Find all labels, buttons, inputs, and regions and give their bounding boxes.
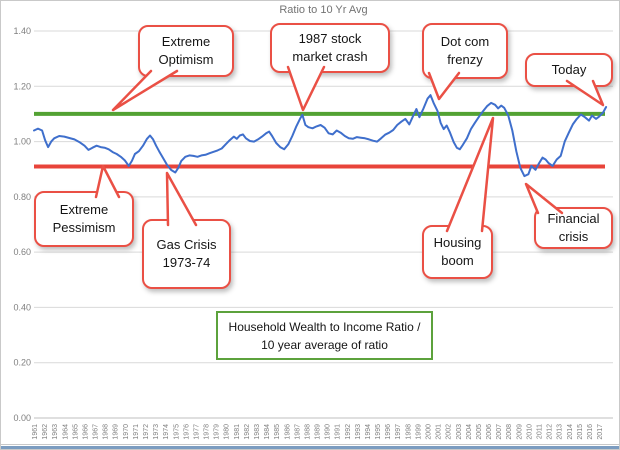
x-tick-label: 1968 bbox=[103, 424, 110, 440]
chart-title: Ratio to 10 Yr Avg bbox=[279, 4, 368, 16]
x-tick-label: 1986 bbox=[284, 424, 291, 440]
y-tick-label: 0.60 bbox=[13, 247, 31, 257]
callout-text-line: Extreme bbox=[161, 34, 211, 49]
callout-gas-crisis: Gas Crisis 1973-74 bbox=[142, 219, 231, 289]
x-tick-label: 2002 bbox=[446, 424, 453, 440]
x-tick-label: 2008 bbox=[506, 424, 513, 440]
x-tick-label: 2009 bbox=[516, 424, 523, 440]
x-tick-label: 1972 bbox=[143, 424, 150, 440]
callout-text-line: Optimism bbox=[158, 52, 214, 67]
x-tick-label: 1987 bbox=[294, 424, 301, 440]
x-tick-label: 1973 bbox=[153, 424, 160, 440]
callout-dot-com: Dot com frenzy bbox=[422, 23, 508, 79]
x-tick-label: 1962 bbox=[42, 424, 49, 440]
callout-financial-crisis: Financial crisis bbox=[534, 207, 613, 249]
series-label-box: Household Wealth to Income Ratio / 10 ye… bbox=[216, 311, 433, 360]
x-tick-label: 1965 bbox=[72, 424, 79, 440]
series-label-line: Household Wealth to Income Ratio / bbox=[228, 319, 421, 334]
x-tick-label: 1998 bbox=[405, 424, 412, 440]
x-tick-label: 1999 bbox=[415, 424, 422, 440]
callout-extreme-optimism: Extreme Optimism bbox=[138, 25, 234, 77]
x-tick-label: 1980 bbox=[224, 424, 231, 440]
callout-extreme-pessimism: Extreme Pessimism bbox=[34, 191, 134, 247]
series-label-line: 10 year average of ratio bbox=[261, 337, 388, 352]
callout-text-line: Extreme bbox=[59, 202, 109, 217]
callout-text-line: crisis bbox=[558, 229, 589, 244]
x-tick-label: 1996 bbox=[385, 424, 392, 440]
callout-today: Today bbox=[525, 53, 613, 87]
callout-text-line: Gas Crisis bbox=[156, 237, 217, 252]
callout-text-line: Today bbox=[551, 62, 587, 77]
callout-housing-boom: Housing boom bbox=[422, 225, 493, 279]
y-tick-label: 1.00 bbox=[13, 137, 31, 147]
x-tick-label: 1969 bbox=[113, 424, 120, 440]
x-tick-label: 1979 bbox=[214, 424, 221, 440]
x-tick-label: 1964 bbox=[62, 424, 69, 440]
callout-text-line: Housing bbox=[433, 235, 482, 250]
x-tick-label: 1967 bbox=[93, 424, 100, 440]
x-tick-label: 1961 bbox=[32, 424, 39, 440]
x-tick-label: 1991 bbox=[335, 424, 342, 440]
callout-text-line: Dot com bbox=[440, 34, 490, 49]
y-tick-label: 0.00 bbox=[13, 413, 31, 423]
x-tick-label: 1970 bbox=[123, 424, 130, 440]
x-tick-label: 1975 bbox=[173, 424, 180, 440]
x-tick-label: 1977 bbox=[193, 424, 200, 440]
callout-text-line: Pessimism bbox=[52, 220, 116, 235]
ratio-series-line bbox=[33, 94, 608, 178]
x-tick-label: 1988 bbox=[304, 424, 311, 440]
x-tick-label: 2005 bbox=[476, 424, 483, 440]
x-tick-label: 2016 bbox=[587, 424, 594, 440]
y-tick-label: 0.80 bbox=[13, 192, 31, 202]
x-tick-label: 1976 bbox=[183, 424, 190, 440]
x-tick-label: 2007 bbox=[496, 424, 503, 440]
x-tick-label: 1966 bbox=[82, 424, 89, 440]
x-tick-label: 1989 bbox=[315, 424, 322, 440]
x-tick-label: 1993 bbox=[355, 424, 362, 440]
x-tick-label: 2004 bbox=[466, 424, 473, 440]
callout-1987-crash: 1987 stock market crash bbox=[270, 23, 390, 73]
x-tick-label: 1982 bbox=[244, 424, 251, 440]
x-tick-label: 2013 bbox=[557, 424, 564, 440]
x-tick-label: 2010 bbox=[526, 424, 533, 440]
callout-text-line: frenzy bbox=[447, 52, 483, 67]
x-tick-label: 1983 bbox=[254, 424, 261, 440]
x-tick-label: 2011 bbox=[537, 424, 544, 439]
callout-text-line: market crash bbox=[292, 49, 368, 64]
x-tick-label: 1985 bbox=[274, 424, 281, 440]
callout-text-line: Financial bbox=[547, 211, 600, 226]
callout-text-line: 1973-74 bbox=[162, 255, 211, 270]
x-tick-label: 1990 bbox=[325, 424, 332, 440]
x-tick-label: 1992 bbox=[345, 424, 352, 440]
callout-text-line: 1987 stock bbox=[298, 31, 362, 46]
x-tick-label: 2006 bbox=[486, 424, 493, 440]
x-tick-label: 2014 bbox=[567, 424, 574, 440]
x-tick-label: 1997 bbox=[395, 424, 402, 440]
bottom-strip bbox=[1, 446, 619, 449]
x-tick-label: 1994 bbox=[365, 424, 372, 440]
x-tick-label: 2000 bbox=[426, 424, 433, 440]
x-tick-label: 1978 bbox=[204, 424, 211, 440]
x-tick-label: 1963 bbox=[52, 424, 59, 440]
x-tick-label: 1971 bbox=[133, 424, 140, 440]
x-tick-label: 1981 bbox=[234, 424, 241, 440]
x-tick-label: 2001 bbox=[436, 424, 443, 440]
x-tick-label: 1984 bbox=[264, 424, 271, 440]
x-tick-label: 2017 bbox=[597, 424, 604, 440]
y-tick-label: 1.40 bbox=[13, 26, 31, 36]
x-tick-label: 1974 bbox=[163, 424, 170, 440]
y-tick-label: 0.20 bbox=[13, 358, 31, 368]
callout-text-line: boom bbox=[441, 253, 474, 268]
x-tick-label: 2015 bbox=[577, 424, 584, 440]
y-tick-label: 1.20 bbox=[13, 81, 31, 91]
x-tick-label: 2003 bbox=[456, 424, 463, 440]
x-tick-label: 2012 bbox=[547, 424, 554, 440]
x-tick-label: 1995 bbox=[375, 424, 382, 440]
y-tick-label: 0.40 bbox=[13, 302, 31, 312]
